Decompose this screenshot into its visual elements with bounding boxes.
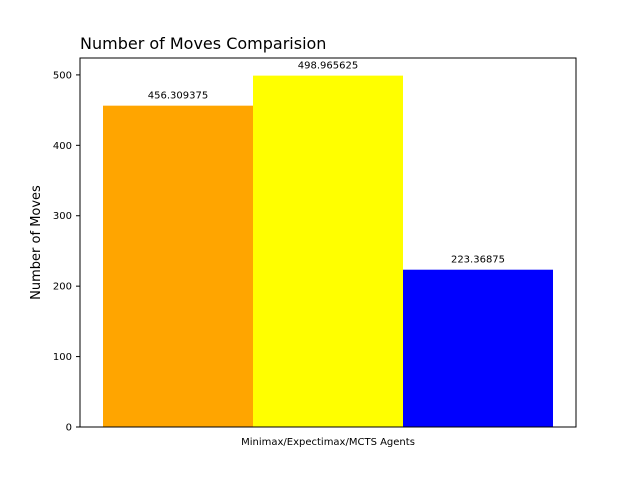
bar-group: [103, 75, 553, 428]
y-tick-label: 400: [53, 141, 72, 152]
bar-value-label-mcts: 223.36875: [451, 255, 505, 266]
y-tick-label: 0: [66, 423, 72, 434]
y-tick-label: 200: [53, 282, 72, 293]
y-tick-label: 300: [53, 211, 72, 222]
bar-value-label-expectimax: 498.965625: [298, 61, 358, 72]
bar-label-group: 456.309375 498.965625 223.36875: [148, 61, 505, 266]
bar-expectimax: [253, 75, 403, 428]
y-tick-label: 500: [53, 70, 72, 81]
bar-mcts: [403, 269, 553, 427]
x-axis-label: Minimax/Expectimax/MCTS Agents: [241, 437, 415, 448]
bar-value-label-minimax: 456.309375: [148, 91, 208, 102]
plot-frame: [79, 57, 577, 428]
y-axis-label: Number of Moves: [29, 185, 44, 300]
y-axis-ticks: 0 100 200 300 400 500: [53, 70, 80, 434]
y-tick-label: 100: [53, 352, 72, 363]
chart-title: Number of Moves Comparision: [80, 34, 326, 53]
bar-minimax: [103, 105, 253, 427]
